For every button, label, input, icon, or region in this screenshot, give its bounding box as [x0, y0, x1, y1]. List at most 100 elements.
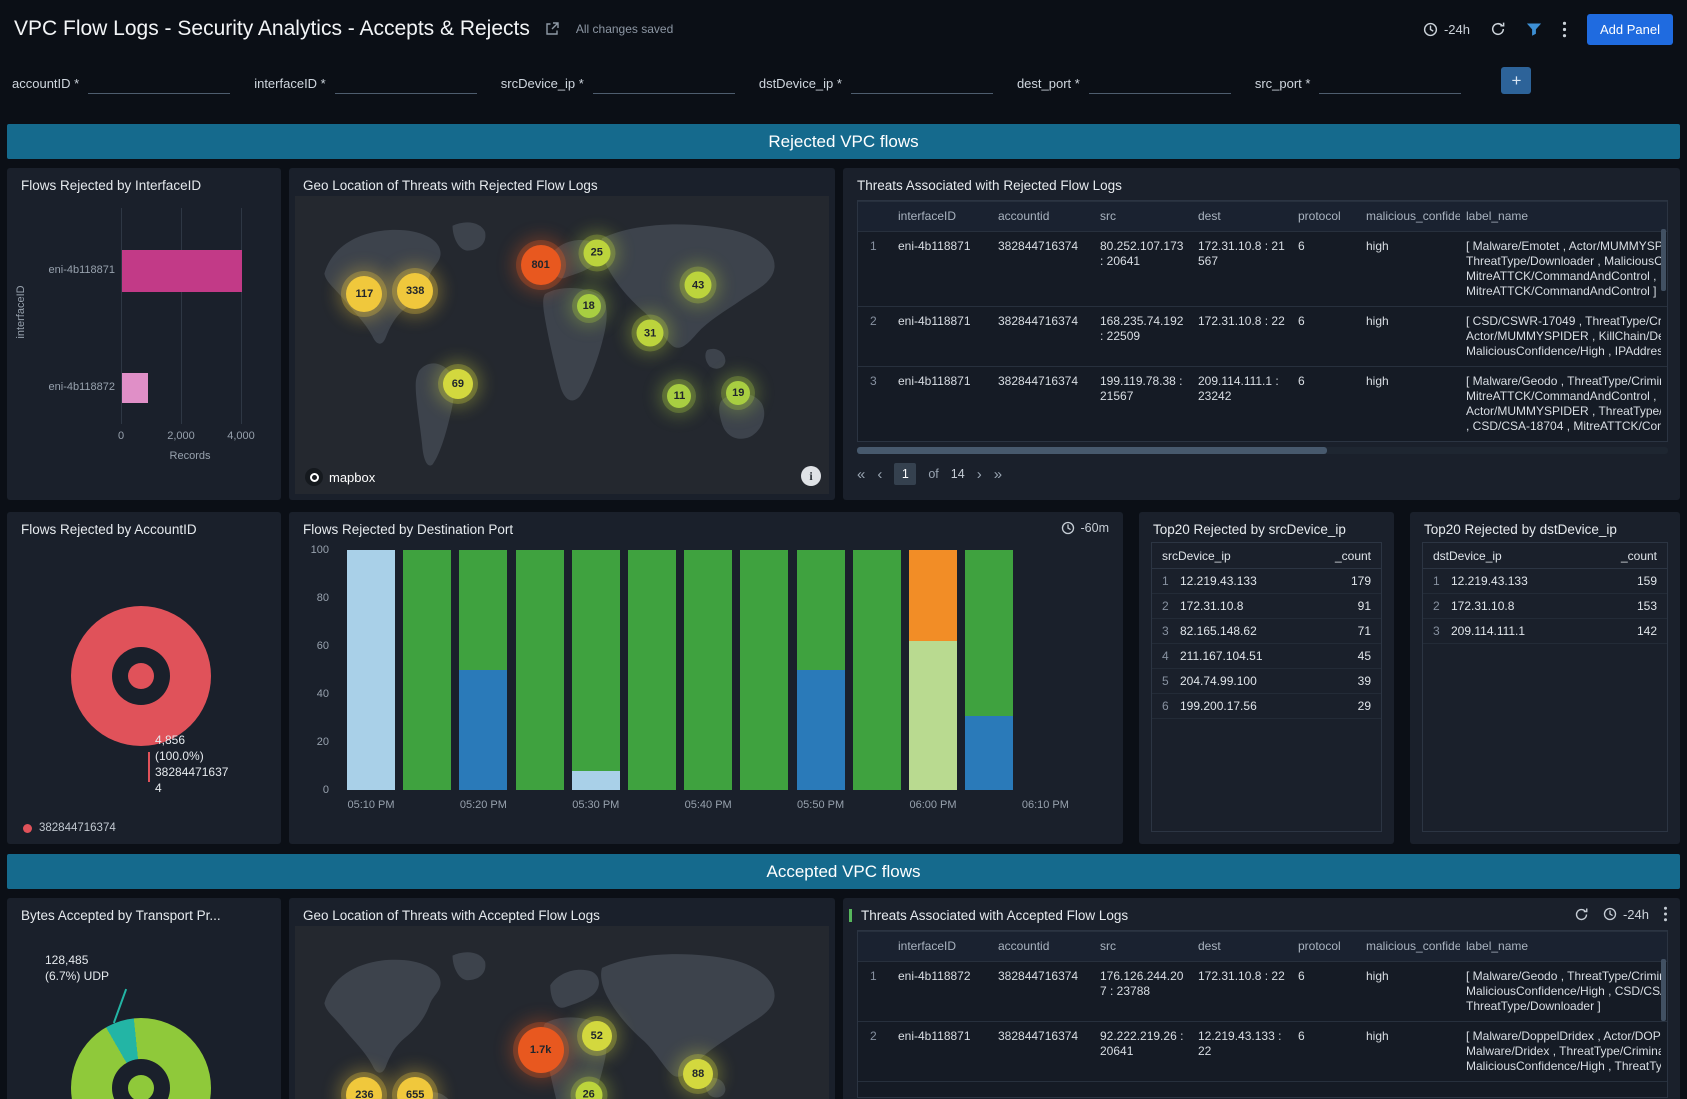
- more-menu-button[interactable]: [1562, 21, 1567, 38]
- bar-segment-green[interactable]: [684, 550, 733, 790]
- map-bubble[interactable]: 31: [636, 319, 664, 347]
- column-header-dest[interactable]: dest: [1198, 939, 1221, 953]
- table-row[interactable]: 2 172.31.10.8 91: [1152, 594, 1381, 619]
- map-bubble[interactable]: 69: [442, 368, 473, 399]
- column-header-interfaceID[interactable]: interfaceID: [898, 939, 957, 953]
- bar-segment-lightblue[interactable]: [347, 550, 395, 790]
- map-bubble[interactable]: 236: [346, 1076, 383, 1099]
- column-header-malicious_confidence[interactable]: malicious_confidence: [1366, 939, 1460, 953]
- map-bubble[interactable]: 1.7k: [517, 1027, 564, 1074]
- map-bubble[interactable]: 88: [683, 1059, 714, 1089]
- time-range-button[interactable]: -24h: [1423, 22, 1470, 37]
- vertical-scrollbar[interactable]: [1661, 959, 1666, 1021]
- refresh-button[interactable]: [1574, 907, 1589, 922]
- bar-segment-lightgreen[interactable]: [909, 641, 957, 790]
- bar-segment-blue[interactable]: [459, 670, 508, 790]
- column-header-row-number[interactable]: [858, 202, 892, 231]
- filter-button[interactable]: [1526, 21, 1542, 37]
- accountid-donut-chart[interactable]: [71, 606, 211, 746]
- table-row[interactable]: 2 eni-4b118871 382844716374 168.235.74.192 …: [858, 306, 1667, 366]
- table-row[interactable]: 1 12.219.43.133 179: [1152, 569, 1381, 594]
- prev-page-button[interactable]: ‹: [877, 465, 883, 483]
- horizontal-scrollbar[interactable]: [857, 447, 1668, 454]
- srcdevice-ip-filter-input[interactable]: [592, 74, 735, 94]
- add-panel-button[interactable]: Add Panel: [1587, 13, 1673, 45]
- column-header-label_name[interactable]: label_name: [1466, 939, 1529, 953]
- column-header-protocol[interactable]: protocol: [1298, 939, 1341, 953]
- map-bubble[interactable]: 43: [684, 271, 712, 299]
- column-header-protocol[interactable]: protocol: [1298, 209, 1341, 223]
- share-icon[interactable]: [544, 21, 560, 37]
- dstdevice-ip-filter-input[interactable]: [850, 74, 993, 94]
- panel-time-range-button[interactable]: -24h: [1603, 907, 1649, 922]
- column-header-src[interactable]: src: [1100, 209, 1116, 223]
- table-row[interactable]: 3 eni-4b118871 382844716374 199.119.78.38 :…: [858, 366, 1667, 441]
- table-row[interactable]: 5 204.74.99.100 39: [1152, 669, 1381, 694]
- column-header-interfaceID[interactable]: interfaceID: [898, 209, 957, 223]
- table-row[interactable]: 2 eni-4b118871 382844716374 92.222.219.26 :…: [858, 1021, 1667, 1081]
- map-bubble[interactable]: 655: [397, 1076, 434, 1099]
- bar-eni-4b118871[interactable]: [122, 250, 242, 292]
- chart-legend[interactable]: 382844716374: [23, 822, 116, 834]
- table-row[interactable]: 1 eni-4b118871 382844716374 80.252.107.173 …: [858, 231, 1667, 306]
- map-bubble[interactable]: 18: [576, 294, 601, 319]
- first-page-button[interactable]: «: [857, 465, 866, 483]
- map-bubble[interactable]: 52: [581, 1020, 612, 1051]
- map-bubble[interactable]: 26: [575, 1081, 603, 1099]
- column-header-src[interactable]: src: [1100, 939, 1116, 953]
- bar-segment-green[interactable]: [515, 550, 564, 790]
- table-row[interactable]: 3 209.114.111.1 142: [1423, 619, 1667, 644]
- world-map[interactable]: 117 338 801 25 18 31 43 69 11 19 mapbox i: [295, 196, 829, 494]
- bar-segment-blue[interactable]: [965, 715, 1014, 790]
- column-header-row-number[interactable]: [858, 932, 892, 961]
- add-filter-button[interactable]: +: [1501, 67, 1532, 94]
- accountid-filter-input[interactable]: [88, 74, 231, 94]
- bar-eni-4b118872[interactable]: [122, 373, 148, 403]
- column-header-label_name[interactable]: label_name: [1466, 209, 1529, 223]
- mapbox-logo[interactable]: mapbox: [305, 468, 375, 486]
- bar-segment-green[interactable]: [459, 550, 508, 670]
- panel-drag-handle[interactable]: [849, 909, 852, 922]
- table-row[interactable]: 4 211.167.104.51 45: [1152, 644, 1381, 669]
- column-header-accountid[interactable]: accountid: [998, 939, 1050, 953]
- table-row[interactable]: 2 172.31.10.8 153: [1423, 594, 1667, 619]
- src-port-filter-input[interactable]: [1319, 74, 1462, 94]
- map-bubble[interactable]: 338: [397, 273, 434, 310]
- map-bubble[interactable]: 11: [667, 383, 692, 408]
- dest-port-filter-input[interactable]: [1088, 74, 1231, 94]
- bar-segment-green[interactable]: [852, 550, 901, 790]
- map-bubble[interactable]: 801: [520, 244, 561, 285]
- scrollbar-thumb[interactable]: [857, 447, 1328, 454]
- interfaceid-filter-input[interactable]: [334, 74, 477, 94]
- map-bubble[interactable]: 25: [583, 239, 611, 267]
- next-page-button[interactable]: ›: [976, 465, 982, 483]
- refresh-button[interactable]: [1490, 21, 1506, 37]
- bar-segment-green[interactable]: [628, 550, 676, 790]
- column-header-malicious_confidence[interactable]: malicious_confidence: [1366, 209, 1460, 223]
- more-menu-button[interactable]: [1663, 906, 1668, 922]
- bar-segment-green[interactable]: [740, 550, 789, 790]
- table-row[interactable]: 1 eni-4b118872 382844716374 176.126.244.207…: [858, 961, 1667, 1021]
- column-header-dest[interactable]: dest: [1198, 209, 1221, 223]
- bar-segment-orange[interactable]: [909, 550, 957, 642]
- column-header-count[interactable]: _count: [1620, 548, 1657, 563]
- bar-segment-green[interactable]: [403, 550, 452, 790]
- bar-segment-green[interactable]: [965, 550, 1014, 716]
- table-row[interactable]: 1 12.219.43.133 159: [1423, 569, 1667, 594]
- column-header-count[interactable]: _count: [1334, 548, 1371, 563]
- map-info-button[interactable]: i: [801, 466, 821, 486]
- transport-protocol-donut-chart[interactable]: [71, 1018, 211, 1099]
- last-page-button[interactable]: »: [993, 465, 1003, 483]
- map-bubble[interactable]: 117: [346, 276, 383, 313]
- column-header-ip[interactable]: srcDevice_ip: [1162, 548, 1231, 563]
- column-header-accountid[interactable]: accountid: [998, 209, 1050, 223]
- vertical-scrollbar[interactable]: [1661, 229, 1666, 291]
- current-page[interactable]: 1: [894, 463, 917, 485]
- panel-time-range-button[interactable]: -60m: [1061, 521, 1109, 535]
- bar-segment-green[interactable]: [571, 550, 620, 771]
- table-row[interactable]: 3 82.165.148.62 71: [1152, 619, 1381, 644]
- bar-segment-blue[interactable]: [796, 670, 845, 790]
- map-bubble[interactable]: 19: [726, 380, 751, 405]
- column-header-ip[interactable]: dstDevice_ip: [1433, 548, 1502, 563]
